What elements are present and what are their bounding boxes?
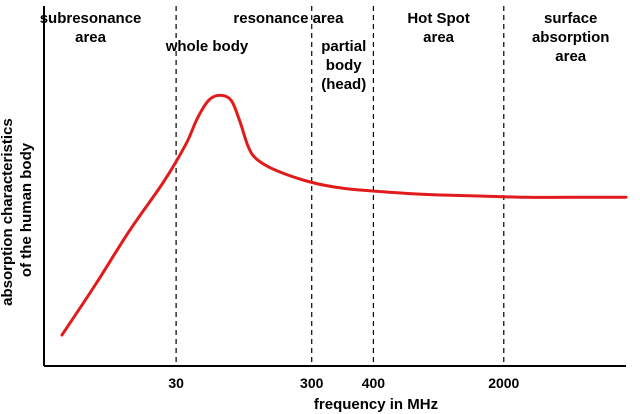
y-axis-label-line-1: absorption characteristics	[0, 118, 16, 306]
zone-label-line: surface	[544, 10, 597, 27]
x-tick-400: 400	[362, 375, 386, 391]
zone-label-line: area	[423, 29, 455, 46]
x-tick-2000: 2000	[488, 375, 519, 391]
zone-label-line: absorption	[532, 29, 610, 46]
zone-label-hot-spot: Hot Spot area	[407, 10, 469, 46]
zone-labels: subresonance area resonance area whole body…	[40, 10, 610, 93]
zone-label-partial-body: partial body (head)	[321, 38, 366, 93]
x-axis-label: frequency in MHz	[314, 396, 438, 413]
zone-label-line: body	[326, 57, 362, 74]
x-tick-30: 30	[168, 375, 184, 391]
zone-label-line: whole body	[165, 38, 249, 55]
zone-label-line: resonance area	[233, 10, 344, 27]
x-tick-300: 300	[300, 375, 324, 391]
x-tick-labels: 30 300 400 2000	[168, 375, 519, 391]
series-line-0	[60, 93, 628, 337]
zone-label-line: partial	[321, 38, 366, 55]
frequency-dividers	[175, 6, 505, 366]
zone-label-line: area	[75, 29, 107, 46]
zone-label-line: (head)	[321, 76, 366, 93]
zone-label-surface: surface absorption area	[532, 10, 610, 65]
zone-label-whole-body: whole body	[165, 38, 249, 55]
axes	[43, 6, 626, 367]
zone-label-subresonance: subresonance area	[40, 10, 142, 46]
y-axis-label-line-2: of the human body	[18, 142, 35, 277]
y-axis-label: absorption characteristics of the human …	[0, 114, 35, 306]
zone-label-line: subresonance	[40, 10, 142, 27]
zone-label-line: area	[555, 48, 587, 65]
zone-label-line: Hot Spot	[407, 10, 469, 27]
zone-label-resonance: resonance area	[233, 10, 344, 27]
curve-layer	[60, 93, 628, 337]
